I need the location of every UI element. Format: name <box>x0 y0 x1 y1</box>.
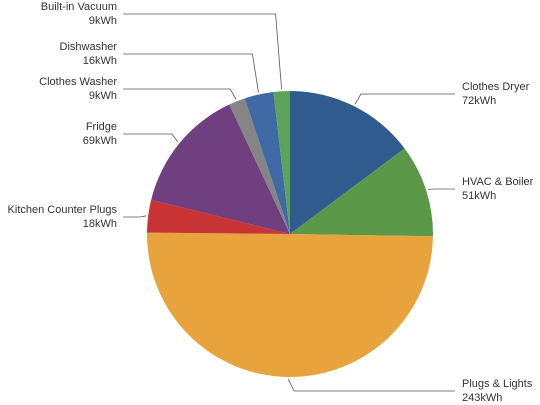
slice-label: Kitchen Counter Plugs <box>8 204 118 216</box>
pie-slice <box>151 104 290 234</box>
slice-label: Built-in Vacuum <box>41 1 117 13</box>
pie-slice <box>229 98 290 235</box>
leader-line <box>123 53 259 93</box>
leader-line <box>123 88 237 100</box>
leader-line <box>123 13 282 90</box>
slice-value-label: 9kWh <box>89 15 117 27</box>
leader-line <box>123 133 179 143</box>
slice-value-label: 243kWh <box>462 392 502 404</box>
pie-slice <box>244 91 290 234</box>
slice-value-label: 69kWh <box>83 135 117 147</box>
slice-label: Dishwasher <box>60 41 118 53</box>
slice-value-label: 18kWh <box>83 218 117 230</box>
leader-line <box>354 93 455 105</box>
slice-value-label: 72kWh <box>462 95 496 107</box>
pie-slice <box>147 199 290 234</box>
slice-label: Clothes Dryer <box>462 81 530 93</box>
pie-slice <box>290 91 405 234</box>
slice-value-label: 9kWh <box>89 90 117 102</box>
slice-label: HVAC & Boiler <box>462 176 534 188</box>
slice-value-label: 51kWh <box>462 190 496 202</box>
slice-label: Clothes Washer <box>39 76 117 88</box>
pie-slice <box>290 148 433 237</box>
pie-slice <box>273 91 290 234</box>
leader-line <box>287 378 455 392</box>
leader-line <box>123 215 147 218</box>
slice-label: Plugs & Lights <box>462 378 533 390</box>
slice-label: Fridge <box>86 121 117 133</box>
pie-slice <box>147 232 433 378</box>
slice-value-label: 16kWh <box>83 55 117 67</box>
